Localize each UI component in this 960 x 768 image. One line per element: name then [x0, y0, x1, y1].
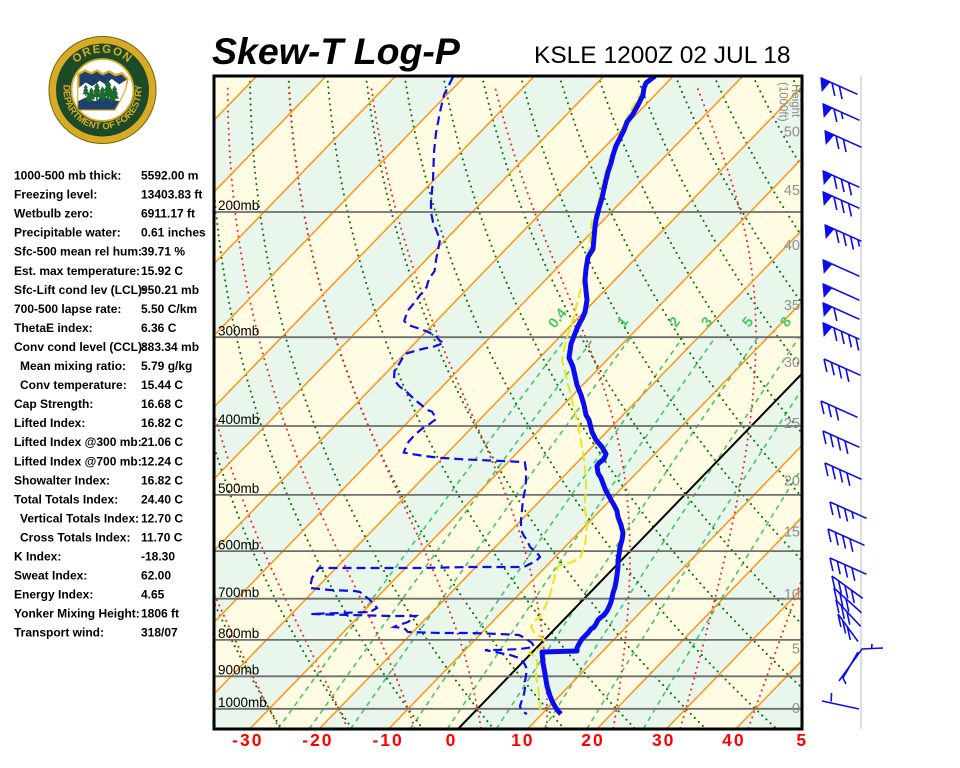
svg-text:5: 5	[792, 642, 800, 658]
svg-text:13403.83 ft: 13403.83 ft	[141, 188, 202, 202]
svg-text:16.68 C: 16.68 C	[141, 397, 183, 411]
svg-text:11.70 C: 11.70 C	[141, 531, 183, 545]
svg-text:15: 15	[784, 525, 800, 541]
svg-text:5592.00 m: 5592.00 m	[141, 169, 198, 183]
svg-text:0: 0	[792, 701, 800, 717]
svg-text:883.34 mb: 883.34 mb	[141, 340, 199, 354]
svg-text:K Index:: K Index:	[14, 550, 61, 564]
svg-text:4.65: 4.65	[141, 588, 165, 602]
svg-text:21.06 C: 21.06 C	[141, 435, 183, 449]
svg-text:1000-500 mb thick:: 1000-500 mb thick:	[14, 169, 121, 183]
svg-text:15.44 C: 15.44 C	[141, 378, 183, 392]
svg-text:Sfc-Lift cond lev (LCL):: Sfc-Lift cond lev (LCL):	[14, 283, 146, 297]
svg-text:ThetaE index:: ThetaE index:	[14, 321, 93, 335]
svg-text:Lifted Index @700 mb:: Lifted Index @700 mb:	[14, 454, 142, 468]
svg-text:-30: -30	[232, 730, 263, 750]
svg-text:24.40 C: 24.40 C	[141, 492, 183, 506]
svg-text:Conv cond level (CCL):: Conv cond level (CCL):	[14, 340, 146, 354]
svg-text:Sfc-500 mean rel hum:: Sfc-500 mean rel hum:	[14, 245, 142, 259]
svg-text:15.92 C: 15.92 C	[141, 264, 183, 278]
svg-text:Skew-T Log-P: Skew-T Log-P	[212, 30, 461, 72]
svg-text:12.70 C: 12.70 C	[141, 511, 183, 525]
svg-text:10: 10	[511, 730, 534, 750]
svg-text:12.24 C: 12.24 C	[141, 454, 183, 468]
svg-text:1806 ft: 1806 ft	[141, 607, 179, 621]
svg-text:16.82 C: 16.82 C	[141, 473, 183, 487]
svg-text:Height: Height	[789, 84, 801, 118]
svg-text:Total Totals Index:: Total Totals Index:	[14, 492, 118, 506]
svg-text:10: 10	[784, 587, 800, 603]
svg-text:45: 45	[784, 183, 800, 199]
svg-text:6911.17 ft: 6911.17 ft	[141, 207, 195, 221]
svg-text:Precipitable water:: Precipitable water:	[14, 226, 121, 240]
svg-text:30: 30	[652, 730, 675, 750]
svg-text:Yonker Mixing Height:: Yonker Mixing Height:	[14, 607, 140, 621]
svg-text:Wetbulb zero:: Wetbulb zero:	[14, 207, 93, 221]
svg-text:500mb: 500mb	[218, 481, 259, 496]
svg-text:62.00: 62.00	[141, 569, 171, 583]
svg-text:KSLE 1200Z 02 JUL 18: KSLE 1200Z 02 JUL 18	[534, 42, 791, 69]
svg-text:600mb: 600mb	[218, 537, 259, 552]
svg-text:50: 50	[784, 125, 800, 141]
svg-text:5: 5	[796, 730, 808, 750]
svg-text:35: 35	[784, 298, 800, 314]
svg-text:Showalter Index:: Showalter Index:	[14, 473, 110, 487]
svg-text:318/07: 318/07	[141, 626, 178, 640]
svg-text:Cap Strength:: Cap Strength:	[14, 397, 93, 411]
svg-text:200mb: 200mb	[218, 198, 259, 213]
svg-text:Lifted Index:: Lifted Index:	[14, 416, 85, 430]
svg-text:-10: -10	[372, 730, 403, 750]
svg-text:Cross Totals Index:: Cross Totals Index:	[14, 531, 130, 545]
svg-text:Vertical Totals Index:: Vertical Totals Index:	[14, 511, 139, 525]
svg-text:Freezing level:: Freezing level:	[14, 188, 97, 202]
svg-text:-18.30: -18.30	[141, 550, 175, 564]
svg-text:30: 30	[784, 355, 800, 371]
svg-text:Sweat Index:: Sweat Index:	[14, 569, 87, 583]
svg-text:20: 20	[784, 474, 800, 490]
svg-text:Lifted Index @300 mb:: Lifted Index @300 mb:	[14, 435, 142, 449]
svg-text:800mb: 800mb	[218, 626, 259, 641]
svg-text:400mb: 400mb	[218, 412, 259, 427]
svg-text:Mean mixing ratio:: Mean mixing ratio:	[14, 359, 126, 373]
svg-text:40: 40	[784, 238, 800, 254]
svg-text:700-500 lapse rate:: 700-500 lapse rate:	[14, 302, 121, 316]
svg-text:0: 0	[446, 730, 458, 750]
svg-text:39.71 %: 39.71 %	[141, 245, 185, 259]
svg-text:Transport wind:: Transport wind:	[14, 626, 104, 640]
svg-text:5.50 C/km: 5.50 C/km	[141, 302, 197, 316]
svg-text:40: 40	[722, 730, 745, 750]
svg-text:300mb: 300mb	[218, 323, 259, 338]
svg-text:5.79 g/kg: 5.79 g/kg	[141, 359, 192, 373]
svg-text:1000mb: 1000mb	[218, 695, 267, 710]
svg-text:Conv temperature:: Conv temperature:	[14, 378, 127, 392]
svg-text:700mb: 700mb	[218, 585, 259, 600]
svg-text:-20: -20	[302, 730, 333, 750]
svg-text:Energy Index:: Energy Index:	[14, 588, 93, 602]
svg-text:(1000ft): (1000ft)	[777, 82, 789, 122]
svg-text:900mb: 900mb	[218, 663, 259, 678]
svg-text:950.21 mb: 950.21 mb	[141, 283, 199, 297]
svg-text:16.82 C: 16.82 C	[141, 416, 183, 430]
svg-text:6.36 C: 6.36 C	[141, 321, 177, 335]
svg-text:20: 20	[581, 730, 604, 750]
svg-text:0.61 inches: 0.61 inches	[141, 226, 206, 240]
svg-text:25: 25	[784, 416, 800, 432]
svg-text:Est. max temperature:: Est. max temperature:	[14, 264, 140, 278]
